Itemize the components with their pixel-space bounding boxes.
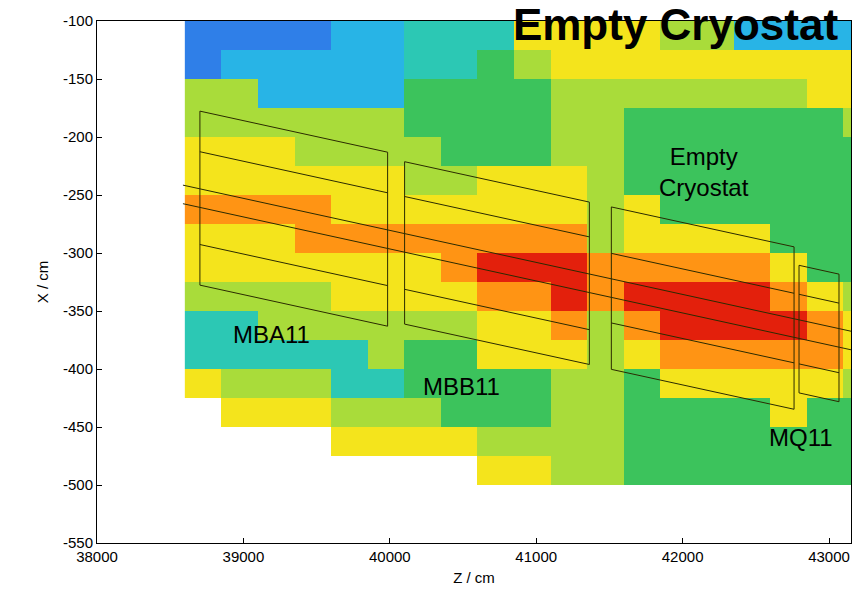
svg-text:-100: -100 xyxy=(63,12,93,29)
svg-text:42000: 42000 xyxy=(662,548,704,565)
svg-text:-150: -150 xyxy=(63,70,93,87)
svg-text:40000: 40000 xyxy=(369,548,411,565)
svg-text:41000: 41000 xyxy=(515,548,557,565)
svg-text:-200: -200 xyxy=(63,128,93,145)
svg-text:-450: -450 xyxy=(63,418,93,435)
svg-text:43000: 43000 xyxy=(808,548,850,565)
svg-text:Z / cm: Z / cm xyxy=(453,569,495,586)
svg-text:-400: -400 xyxy=(63,360,93,377)
svg-text:39000: 39000 xyxy=(223,548,265,565)
svg-text:MQ11: MQ11 xyxy=(769,424,833,451)
svg-text:38000: 38000 xyxy=(76,548,118,565)
svg-text:-550: -550 xyxy=(63,534,93,551)
svg-text:-250: -250 xyxy=(63,186,93,203)
svg-text:X / cm: X / cm xyxy=(34,261,51,304)
svg-text:MBB11: MBB11 xyxy=(423,373,500,400)
svg-text:-350: -350 xyxy=(63,302,93,319)
svg-text:-500: -500 xyxy=(63,476,93,493)
svg-text:-300: -300 xyxy=(63,244,93,261)
svg-text:MBA11: MBA11 xyxy=(233,321,310,348)
svg-text:Empty Cryostat: Empty Cryostat xyxy=(513,0,839,49)
svg-text:EmptyCryostat: EmptyCryostat xyxy=(659,143,749,201)
